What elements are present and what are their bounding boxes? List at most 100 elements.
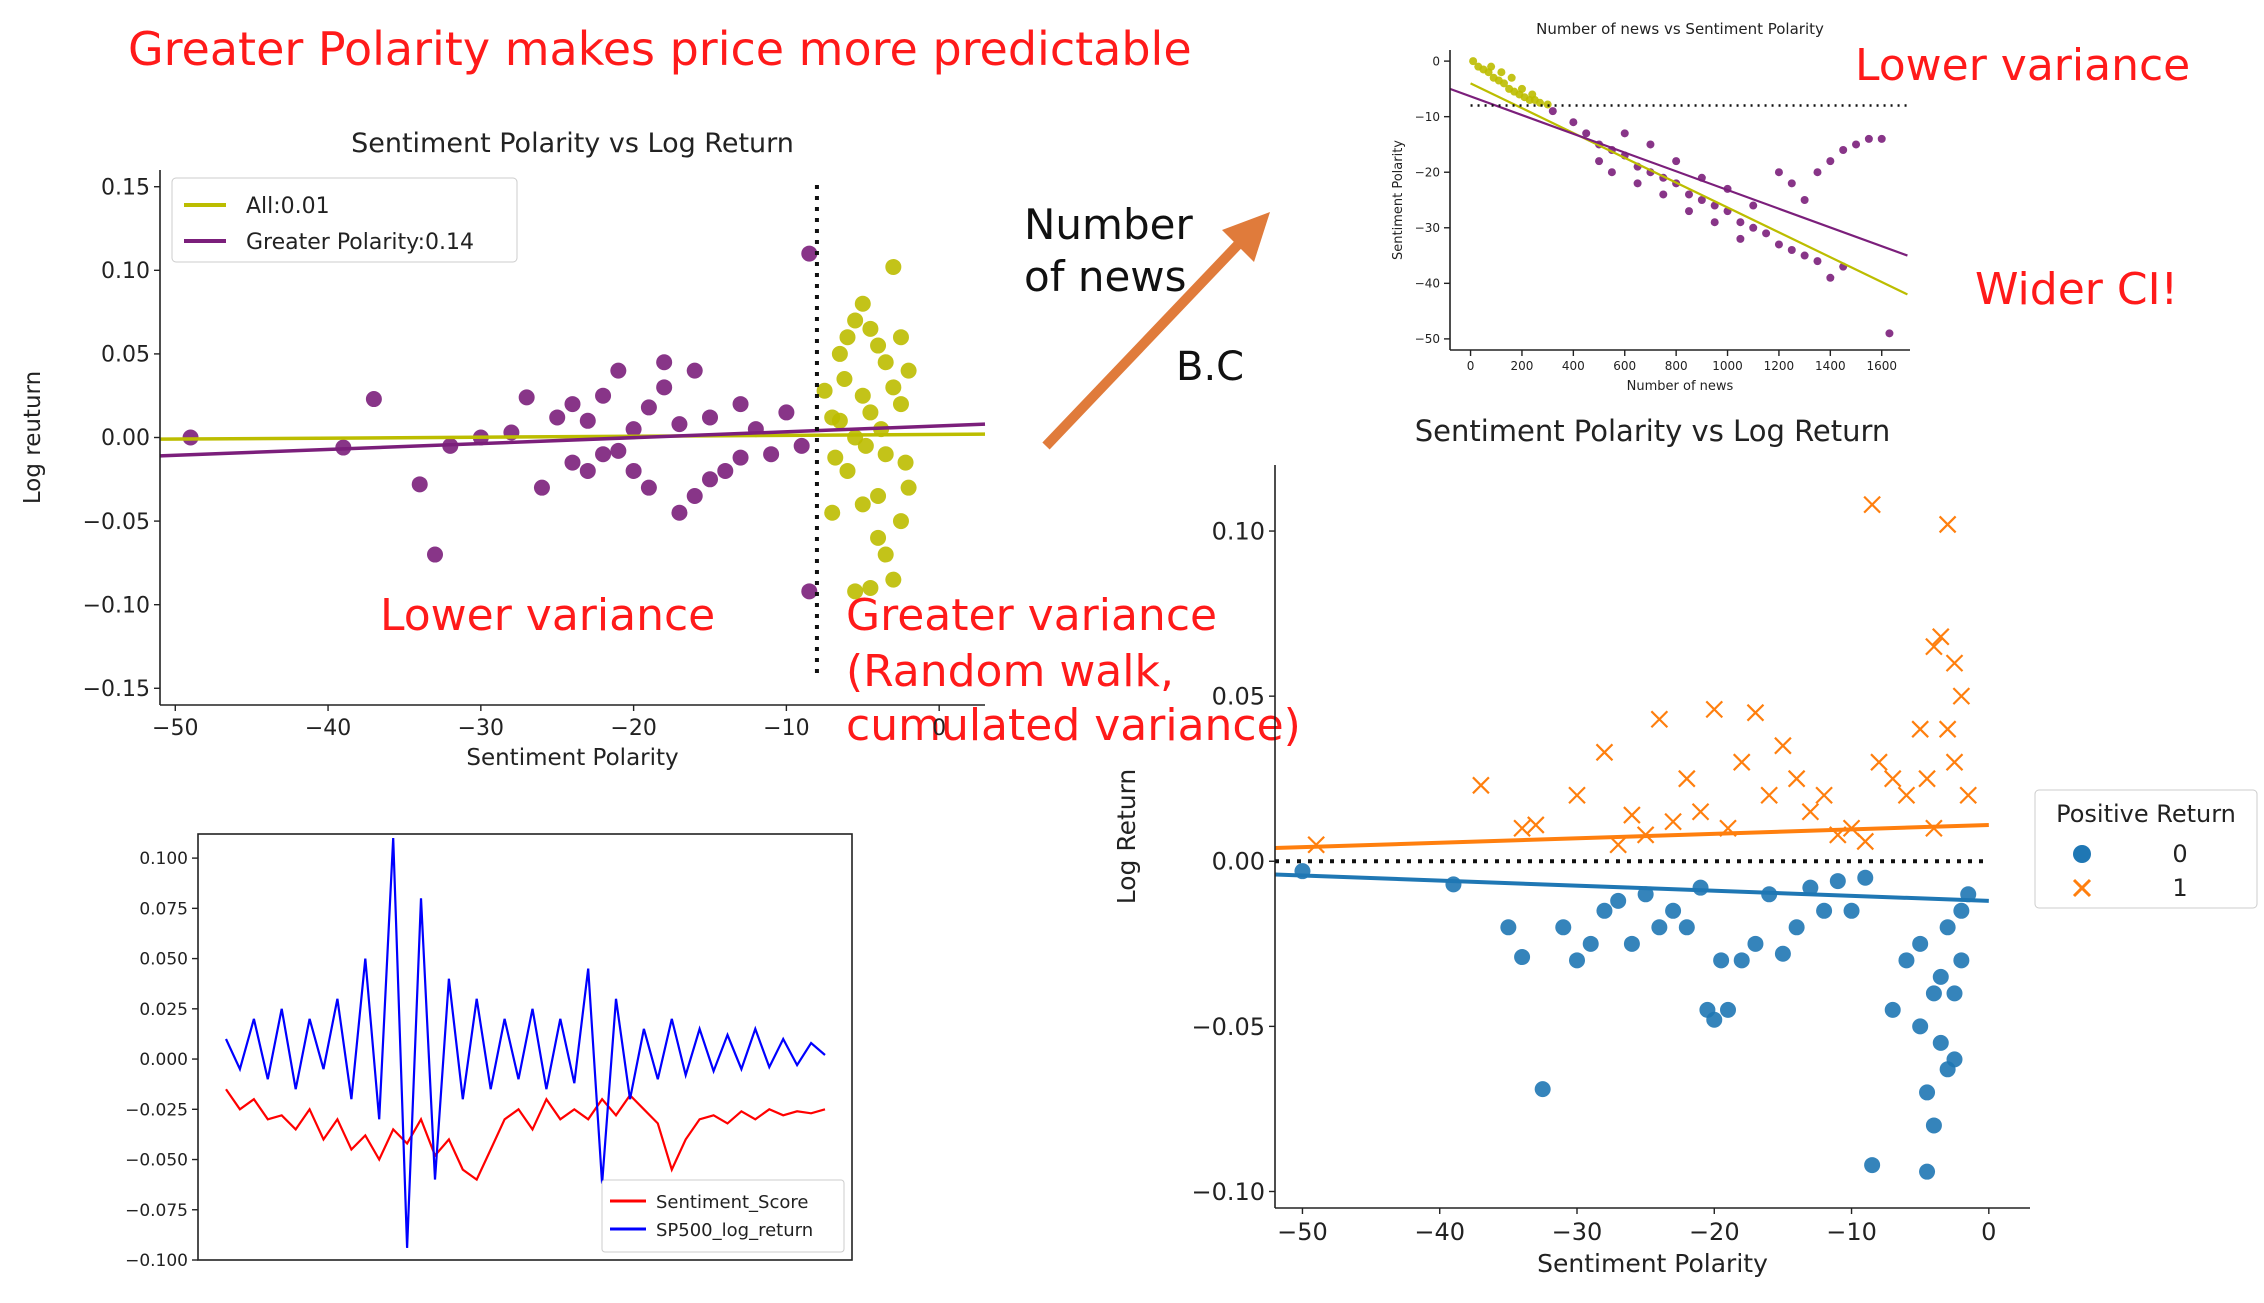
data-point — [1507, 73, 1516, 82]
data-point — [885, 379, 902, 396]
regression-line — [1274, 872, 1989, 903]
data-point — [1692, 879, 1709, 896]
legend-label: Sentiment_Score — [656, 1192, 808, 1213]
data-point — [1898, 952, 1915, 969]
chart-title: Sentiment Polarity vs Log Return — [351, 128, 794, 159]
y-tick-label: −40 — [1415, 277, 1440, 291]
data-point — [1747, 935, 1764, 952]
y-tick-label: −0.100 — [125, 1251, 188, 1270]
data-point — [1801, 802, 1820, 821]
x-tick-label: −40 — [305, 716, 351, 741]
data-point — [1569, 952, 1585, 969]
legend-box — [2034, 789, 2258, 909]
x-tick-label: −50 — [152, 716, 198, 741]
data-point — [877, 546, 894, 563]
data-point — [1582, 935, 1599, 952]
data-point — [1919, 1163, 1936, 1180]
data-point — [1678, 919, 1695, 936]
regression-line — [1470, 82, 1908, 296]
data-point — [816, 382, 833, 399]
data-point — [1720, 1001, 1736, 1018]
data-point — [1528, 90, 1537, 99]
note-greater-variance-line1: Greater variance — [846, 590, 1218, 641]
x-tick-label: 400 — [1562, 359, 1585, 373]
data-point — [892, 513, 909, 530]
data-point — [1938, 515, 1957, 534]
data-point — [877, 446, 894, 463]
x-axis-label: Number of news — [1627, 379, 1734, 394]
x-axis-label: Sentiment Polarity — [466, 745, 678, 771]
data-point — [1826, 273, 1835, 282]
arrow-label-bc: B.C — [1176, 344, 1245, 390]
y-tick-label: −0.10 — [83, 593, 150, 618]
y-tick-label: 0.05 — [1212, 683, 1265, 711]
regression-line — [1274, 822, 1989, 851]
data-point — [892, 396, 909, 413]
data-point — [1445, 876, 1462, 893]
chart-news-vs-polarity: Number of news vs Sentiment Polarity 0 200… — [1391, 20, 1910, 394]
data-point — [1487, 62, 1496, 71]
data-point — [411, 476, 428, 493]
data-point — [1774, 736, 1792, 755]
data-point — [732, 449, 749, 466]
note-greater-variance-line2: (Random walk, — [846, 646, 1174, 697]
x-tick-label: 0 — [1467, 359, 1475, 373]
chart-timeseries: 0.100 0.075 0.050 0.025 0.000 −0.025 −0.050 −0.… — [125, 833, 853, 1270]
data-point — [1939, 919, 1956, 936]
y-tick-label: −0.05 — [83, 510, 150, 535]
data-point — [1774, 240, 1783, 249]
x-tick-label: 0 — [1981, 1218, 1996, 1246]
data-point — [897, 454, 914, 471]
legend-swatch — [2072, 878, 2092, 898]
data-point — [1697, 196, 1706, 204]
x-tick-label: 1600 — [1866, 359, 1897, 373]
x-tick-label: −10 — [763, 716, 809, 741]
legend-label: SP500_log_return — [656, 1220, 813, 1241]
y-tick-label: −0.15 — [83, 677, 150, 702]
data-point — [1568, 786, 1586, 804]
data-point — [595, 387, 612, 404]
data-point — [595, 446, 612, 463]
data-point — [1609, 835, 1627, 854]
data-point — [656, 354, 673, 371]
y-tick-label: −0.075 — [125, 1201, 188, 1221]
data-point — [1500, 919, 1517, 936]
x-tick-label: 800 — [1665, 359, 1688, 373]
data-point — [1684, 190, 1693, 199]
data-point — [1633, 179, 1642, 188]
regression-line — [1449, 87, 1908, 257]
data-point — [857, 437, 874, 454]
data-point — [836, 370, 853, 387]
data-point — [1826, 157, 1835, 166]
data-point — [1813, 257, 1822, 266]
y-tick-label: 0.025 — [139, 1000, 188, 1020]
x-tick-label: 600 — [1613, 359, 1636, 373]
data-point — [827, 449, 844, 466]
data-point — [656, 379, 673, 396]
data-point — [1472, 776, 1490, 795]
data-point — [549, 409, 566, 426]
data-point — [1710, 218, 1719, 227]
data-point — [1582, 129, 1591, 138]
data-point — [625, 462, 642, 479]
legend: Positive Return 0 1 — [2034, 789, 2258, 909]
data-point — [1883, 769, 1902, 788]
data-point — [671, 416, 688, 433]
data-point — [885, 571, 902, 588]
y-tick-label: −50 — [1415, 332, 1440, 346]
data-point — [793, 437, 810, 454]
data-point — [564, 454, 581, 471]
data-point — [1607, 168, 1616, 177]
data-point — [854, 387, 871, 404]
data-point — [1733, 952, 1750, 969]
data-point — [1912, 935, 1929, 952]
y-tick-label: 0.050 — [139, 950, 188, 970]
data-point — [824, 409, 841, 426]
data-point — [885, 258, 902, 275]
data-point — [1925, 1117, 1942, 1134]
data-point — [1705, 700, 1724, 719]
data-point — [1595, 743, 1614, 762]
data-point — [1548, 107, 1557, 116]
data-point — [702, 471, 718, 488]
